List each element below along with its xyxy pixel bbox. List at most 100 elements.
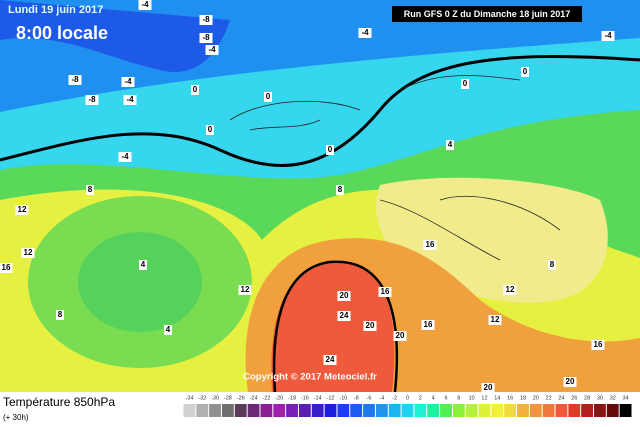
scale-swatch: [440, 404, 452, 417]
scale-label: -20: [275, 395, 283, 401]
contour-label: 20: [396, 331, 405, 340]
scale-swatch: [298, 404, 311, 417]
contour-label: 16: [424, 320, 433, 329]
contour-label: 24: [326, 355, 335, 364]
scale-label: -12: [327, 395, 335, 401]
label-box: [68, 75, 82, 85]
scale-label: 8: [457, 395, 460, 401]
footer: Température 850hPa (+ 30h): [3, 395, 115, 422]
label-box: [393, 331, 407, 341]
scale-swatch: [594, 404, 606, 417]
label-box: [481, 383, 495, 393]
isotherm-20: [272, 260, 399, 393]
footer-note: (+ 30h): [3, 413, 29, 422]
label-box: [206, 125, 214, 135]
scale-label: 34: [623, 395, 629, 401]
label-box: [378, 287, 392, 297]
scale-label: -16: [301, 395, 309, 401]
label-box: [363, 321, 377, 331]
scale-swatch: [196, 404, 209, 417]
label-box: [323, 355, 337, 365]
scale-label: 26: [571, 395, 577, 401]
scale-label: 0: [406, 395, 409, 401]
label-box: [85, 95, 99, 105]
label-box: [123, 95, 137, 105]
contour-label: 0: [266, 92, 271, 101]
scale-label: -32: [198, 395, 206, 401]
scale-label: 24: [558, 395, 564, 401]
label-box: [337, 311, 351, 321]
scale-swatch: [324, 404, 337, 417]
scale-swatch: [286, 404, 298, 417]
contour-label: -4: [124, 77, 132, 86]
label-box: [488, 315, 502, 325]
contour-label: 0: [523, 67, 528, 76]
contour-label: 0: [328, 145, 333, 154]
scale-swatch: [221, 404, 234, 417]
contour-label: -4: [604, 31, 612, 40]
scale-label: -26: [237, 395, 245, 401]
contour-label: 4: [448, 140, 453, 149]
scale-label: 28: [584, 395, 590, 401]
label-box: [601, 31, 615, 41]
scale-label: 22: [546, 395, 552, 401]
scale-label: 6: [444, 395, 447, 401]
label-box: [191, 85, 199, 95]
label-box: [164, 325, 172, 335]
scale-swatch: [504, 404, 517, 417]
scale-label: -28: [224, 395, 232, 401]
label-box: [205, 45, 219, 55]
isotherm-0: [0, 55, 640, 167]
contour-label: 24: [340, 311, 349, 320]
contour-label: -8: [71, 75, 79, 84]
color-scale: -34 -32 -30 -28 -26 -24 -22 -20 -18 -16 -14 -12 -10-…: [183, 395, 632, 417]
map-time: 8:00 locale: [16, 23, 108, 43]
scale-swatch: [491, 404, 504, 417]
scale-swatch: [555, 404, 568, 417]
scale-swatch: [529, 404, 542, 417]
label-box: [118, 152, 132, 162]
label-box: [86, 185, 94, 195]
scale-swatch: [388, 404, 401, 417]
contour-label: 16: [381, 287, 390, 296]
scale-swatch: [401, 404, 414, 417]
label-box: [139, 260, 147, 270]
scale-label: -22: [262, 395, 270, 401]
contour-label: 12: [506, 285, 515, 294]
scale-label: 18: [520, 395, 526, 401]
label-box: [337, 291, 351, 301]
very-cold-region: [0, 0, 230, 72]
scale-label: 4: [432, 395, 435, 401]
label-box: [326, 145, 334, 155]
scale-label: -6: [367, 395, 372, 401]
label-box: [423, 240, 437, 250]
label-box: [15, 205, 29, 215]
scale-swatch: [465, 404, 478, 417]
label-box: [563, 377, 577, 387]
contour-labels: -4 -8 -8 -4 -4 -4 -8 -4 -8 -4 0 0 0 0 0 0 -4 4 8 8 12 12 8 4 4 12…: [0, 0, 615, 393]
scale-label: 10: [469, 395, 475, 401]
scale-label: -34: [185, 395, 193, 401]
scale-swatch: [375, 404, 388, 417]
contour-label: 8: [88, 185, 93, 194]
contour-label: -8: [88, 95, 96, 104]
scale-label: -24: [250, 395, 258, 401]
contour-label: -4: [208, 45, 216, 54]
scale-swatch: [273, 404, 286, 417]
contour-label: 12: [241, 285, 250, 294]
copyright: Copyright © 2017 Meteociel.fr: [243, 372, 377, 383]
scale-label: -8: [354, 395, 359, 401]
scale-swatch: [606, 404, 619, 417]
coastline: [229, 75, 561, 261]
run-info: Run GFS 0 Z du Dimanche 18 juin 2017: [404, 9, 571, 19]
scale-swatch: [234, 404, 247, 417]
contour-label: 16: [426, 240, 435, 249]
contour-label: 4: [166, 325, 171, 334]
scale-label: -30: [211, 395, 219, 401]
run-box: [392, 6, 582, 22]
contour-label: 0: [463, 79, 468, 88]
contour-label: -4: [126, 95, 134, 104]
very-hot-region: [271, 261, 395, 392]
atlantic-core: [78, 232, 202, 332]
label-box: [121, 77, 135, 87]
